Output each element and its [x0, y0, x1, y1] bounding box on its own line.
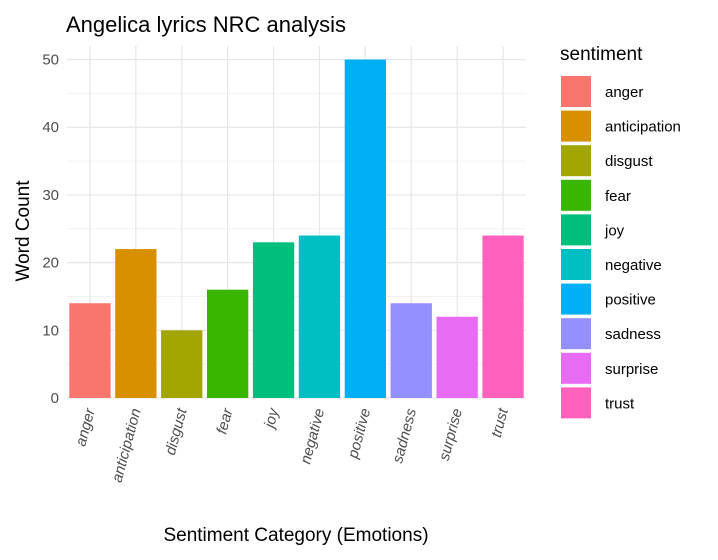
legend-label: negative [605, 257, 662, 274]
legend-label: anger [605, 84, 643, 101]
y-axis-label: Word Count [13, 180, 34, 282]
chart-title: Angelica lyrics NRC analysis [66, 12, 346, 37]
legend-key [561, 249, 591, 280]
legend-label: anticipation [605, 119, 681, 136]
x-tick-label: fear [213, 406, 236, 436]
legend-key [561, 179, 591, 211]
y-tick-label: 30 [42, 187, 59, 204]
legend-label: trust [605, 395, 635, 412]
legend-key [561, 318, 591, 350]
y-tick-label: 20 [42, 255, 59, 272]
y-tick-label: 10 [42, 322, 59, 339]
legend-key [561, 76, 591, 107]
bars [69, 59, 524, 399]
bar-surprise [436, 316, 478, 398]
legend-label: disgust [605, 153, 653, 170]
legend-label: joy [604, 222, 625, 239]
bar-negative [298, 235, 341, 398]
legend-label: positive [605, 292, 656, 309]
bar-anger [69, 303, 111, 398]
x-tick-label: anger [72, 406, 99, 448]
x-tick-label: trust [488, 406, 512, 439]
x-tick-label: negative [297, 407, 328, 466]
y-axis-ticks: 0 10 20 30 40 50 [42, 52, 59, 407]
bar-joy [252, 242, 295, 398]
x-tick-label: positive [344, 407, 374, 461]
legend-label: sadness [605, 326, 661, 343]
legend-items: anger anticipation disgust fear joy negative p… [561, 76, 681, 419]
legend: sentiment anger anticipation disgust fear jo… [560, 44, 681, 419]
y-tick-label: 40 [42, 119, 59, 136]
legend-label: fear [605, 188, 631, 205]
x-tick-label: sadness [389, 406, 420, 465]
legend-title: sentiment [560, 44, 643, 65]
x-tick-label: surprise [436, 407, 466, 463]
y-tick-label: 0 [51, 390, 59, 407]
legend-key [561, 283, 591, 315]
bar-disgust [161, 330, 203, 398]
legend-label: surprise [605, 361, 658, 378]
legend-key [561, 352, 591, 384]
legend-key [561, 110, 591, 142]
bar-fear [206, 289, 249, 398]
legend-key [561, 145, 591, 177]
legend-key [561, 387, 591, 419]
bar-anticipation [115, 249, 157, 398]
bar-positive [344, 59, 387, 399]
bar-sadness [390, 303, 432, 398]
x-tick-label: anticipation [109, 407, 145, 485]
x-tick-label: joy [261, 405, 283, 431]
x-tick-label: disgust [162, 406, 191, 457]
legend-key [561, 214, 591, 246]
x-axis-label: Sentiment Category (Emotions) [163, 525, 428, 546]
bar-trust [482, 235, 524, 398]
y-tick-label: 50 [42, 52, 59, 69]
x-axis-ticks: anger anticipation disgust fear joy negative p… [72, 405, 512, 484]
